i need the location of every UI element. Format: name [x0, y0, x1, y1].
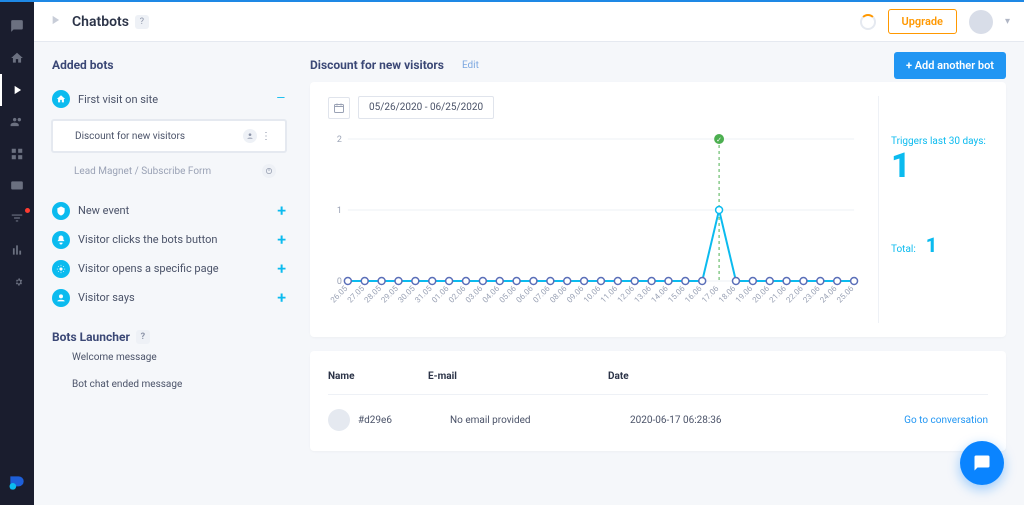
- svg-text:29.05: 29.05: [379, 284, 400, 305]
- sidebar-filter-icon[interactable]: [0, 202, 34, 234]
- th-name: Name: [328, 371, 428, 382]
- trigger-item[interactable]: New event+: [52, 196, 286, 225]
- plus-icon[interactable]: +: [277, 288, 286, 307]
- svg-text:17.06: 17.06: [700, 284, 721, 305]
- left-panel: Added bots First visit on site − Discoun…: [52, 52, 286, 451]
- svg-text:21.06: 21.06: [768, 284, 789, 305]
- sidebar-home-icon[interactable]: [0, 42, 34, 74]
- svg-text:24.06: 24.06: [818, 284, 839, 305]
- svg-text:22.06: 22.06: [784, 284, 805, 305]
- trigger-icon: [52, 202, 70, 220]
- kebab-icon[interactable]: ⋮: [257, 131, 275, 142]
- svg-text:10.06: 10.06: [582, 284, 603, 305]
- page-title: Chatbots: [72, 14, 129, 30]
- bot-leadmagnet[interactable]: Lead Magnet / Subscribe Form: [52, 156, 286, 186]
- plus-icon[interactable]: +: [277, 259, 286, 278]
- svg-text:18.06: 18.06: [717, 284, 738, 305]
- collapse-icon[interactable]: −: [276, 90, 286, 108]
- trigger-item[interactable]: Visitor opens a specific page+: [52, 254, 286, 283]
- plus-icon[interactable]: +: [277, 230, 286, 249]
- help-icon[interactable]: ?: [135, 15, 149, 29]
- sidebar-dashboard-icon[interactable]: [0, 138, 34, 170]
- svg-text:12.06: 12.06: [616, 284, 637, 305]
- svg-text:09.06: 09.06: [565, 284, 586, 305]
- trigger-item[interactable]: Visitor clicks the bots button+: [52, 225, 286, 254]
- th-email: E-mail: [428, 371, 608, 382]
- added-bots-heading: Added bots: [52, 58, 286, 72]
- svg-text:08.06: 08.06: [548, 284, 569, 305]
- add-bot-button[interactable]: Add another bot: [894, 52, 1006, 79]
- trigger-item[interactable]: Visitor says+: [52, 283, 286, 312]
- line-chart: 012✓26.0527.0528.0529.0530.0531.0501.060…: [328, 129, 864, 319]
- svg-text:27.05: 27.05: [346, 284, 367, 305]
- calendar-icon[interactable]: [328, 97, 350, 119]
- svg-text:06.06: 06.06: [514, 284, 535, 305]
- sidebar-chat-icon[interactable]: [0, 10, 34, 42]
- trigger-icon: [52, 260, 70, 278]
- sidebar-screens-icon[interactable]: [0, 170, 34, 202]
- svg-text:02.06: 02.06: [447, 284, 468, 305]
- chevron-down-icon[interactable]: ▾: [1005, 16, 1010, 27]
- svg-text:13.06: 13.06: [633, 284, 654, 305]
- th-date: Date: [608, 371, 988, 382]
- sidebar-analytics-icon[interactable]: [0, 234, 34, 266]
- upgrade-button[interactable]: Upgrade: [888, 9, 957, 34]
- svg-text:14.06: 14.06: [649, 284, 670, 305]
- svg-text:15.06: 15.06: [666, 284, 687, 305]
- chat-fab[interactable]: [960, 441, 1004, 485]
- svg-text:07.06: 07.06: [531, 284, 552, 305]
- trigger-icon: [52, 231, 70, 249]
- bots-launcher-heading: Bots Launcher ?: [52, 330, 286, 344]
- play-icon: [48, 12, 62, 31]
- svg-text:04.06: 04.06: [481, 284, 502, 305]
- power-icon[interactable]: [262, 164, 276, 178]
- launcher-item[interactable]: Welcome message: [52, 344, 286, 371]
- table-row: #d29e6No email provided2020-06-17 06:28:…: [328, 395, 988, 431]
- svg-text:01.06: 01.06: [430, 284, 451, 305]
- date-range-input[interactable]: 05/26/2020 - 06/25/2020: [358, 96, 494, 119]
- svg-text:19.06: 19.06: [734, 284, 755, 305]
- svg-text:11.06: 11.06: [599, 284, 620, 305]
- conversation-link[interactable]: Go to conversation: [904, 415, 988, 426]
- svg-text:28.05: 28.05: [363, 284, 384, 305]
- svg-text:25.06: 25.06: [835, 284, 856, 305]
- user-avatar[interactable]: [969, 10, 993, 34]
- left-sidebar: [0, 2, 34, 505]
- sidebar-chatbots-icon[interactable]: [0, 74, 34, 106]
- visitor-table: Name E-mail Date #d29e6No email provided…: [310, 351, 1006, 451]
- triggers-value: 1: [891, 149, 988, 183]
- svg-text:20.06: 20.06: [751, 284, 772, 305]
- svg-text:23.06: 23.06: [801, 284, 822, 305]
- svg-text:2: 2: [337, 135, 342, 145]
- sync-icon: [860, 14, 876, 30]
- help-icon[interactable]: ?: [136, 330, 150, 344]
- chart-card: 05/26/2020 - 06/25/2020 012✓26.0527.0528…: [310, 82, 1006, 337]
- total-label: Total:: [891, 244, 916, 255]
- sidebar-people-icon[interactable]: [0, 106, 34, 138]
- svg-text:✓: ✓: [716, 136, 722, 144]
- svg-text:03.06: 03.06: [464, 284, 485, 305]
- svg-text:30.05: 30.05: [396, 284, 417, 305]
- panel-title: Discount for new visitors: [310, 58, 444, 72]
- edit-link[interactable]: Edit: [462, 60, 479, 71]
- row-avatar: [328, 409, 350, 431]
- svg-text:31.05: 31.05: [413, 284, 434, 305]
- svg-text:05.06: 05.06: [498, 284, 519, 305]
- svg-text:26.05: 26.05: [329, 284, 350, 305]
- total-value: 1: [926, 233, 938, 257]
- header: Chatbots ? Upgrade ▾: [34, 2, 1024, 42]
- svg-text:1: 1: [337, 206, 342, 216]
- bot-discount[interactable]: Discount for new visitors ⋮: [52, 120, 286, 152]
- user-icon: [243, 129, 257, 143]
- svg-text:16.06: 16.06: [683, 284, 704, 305]
- plus-icon[interactable]: +: [277, 201, 286, 220]
- bot-label: First visit on site: [78, 93, 276, 106]
- sidebar-settings-icon[interactable]: [0, 266, 34, 298]
- brand-logo: [7, 473, 27, 493]
- trigger-icon: [52, 289, 70, 307]
- launcher-item[interactable]: Bot chat ended message: [52, 371, 286, 398]
- bot-first-visit[interactable]: First visit on site −: [52, 84, 286, 114]
- home-icon: [52, 90, 70, 108]
